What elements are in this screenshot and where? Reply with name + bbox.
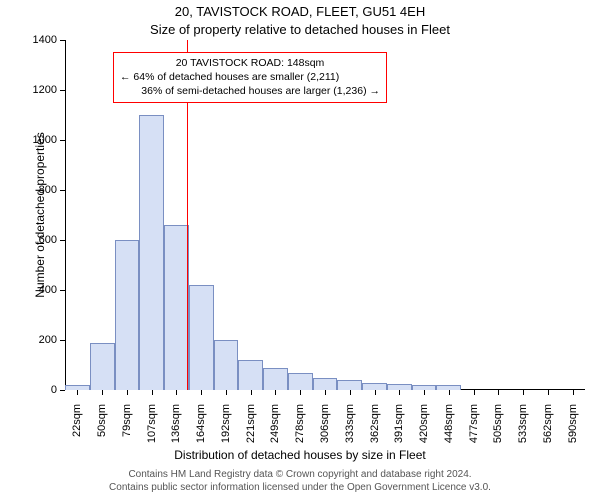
y-tick-mark (60, 40, 65, 41)
footer: Contains HM Land Registry data © Crown c… (0, 468, 600, 494)
x-tick-mark (399, 390, 400, 395)
x-tick-mark (102, 390, 103, 395)
histogram-bar (337, 380, 362, 390)
y-tick-mark (60, 140, 65, 141)
histogram-bar (362, 383, 387, 391)
plot-area: 20 TAVISTOCK ROAD: 148sqm← 64% of detach… (65, 40, 585, 390)
x-tick-mark (226, 390, 227, 395)
histogram-bar (115, 240, 140, 390)
y-tick-label: 0 (0, 384, 57, 396)
annotation-box: 20 TAVISTOCK ROAD: 148sqm← 64% of detach… (113, 52, 387, 103)
annotation-line: ← 64% of detached houses are smaller (2,… (120, 70, 380, 84)
x-tick-mark (300, 390, 301, 395)
annotation-line: 20 TAVISTOCK ROAD: 148sqm (120, 56, 380, 70)
x-tick-mark (201, 390, 202, 395)
footer-line-1: Contains HM Land Registry data © Crown c… (0, 468, 600, 481)
y-axis-line (65, 40, 66, 390)
x-tick-mark (523, 390, 524, 395)
histogram-bar (189, 285, 214, 390)
y-tick-label: 1000 (0, 134, 57, 146)
x-tick-mark (350, 390, 351, 395)
histogram-bar (313, 378, 338, 391)
chart-container: 20, TAVISTOCK ROAD, FLEET, GU51 4EH Size… (0, 0, 600, 500)
y-tick-label: 600 (0, 234, 57, 246)
annotation-line: 36% of semi-detached houses are larger (… (120, 84, 380, 98)
y-tick-mark (60, 390, 65, 391)
y-tick-label: 1400 (0, 34, 57, 46)
x-tick-mark (127, 390, 128, 395)
histogram-bar (164, 225, 189, 390)
x-tick-mark (251, 390, 252, 395)
histogram-bar (90, 343, 115, 391)
x-tick-mark (375, 390, 376, 395)
x-tick-mark (275, 390, 276, 395)
y-tick-mark (60, 290, 65, 291)
x-tick-mark (474, 390, 475, 395)
y-tick-mark (60, 240, 65, 241)
x-axis-label: Distribution of detached houses by size … (0, 448, 600, 462)
y-tick-mark (60, 190, 65, 191)
x-tick-mark (573, 390, 574, 395)
x-tick-mark (325, 390, 326, 395)
histogram-bar (263, 368, 288, 391)
y-tick-label: 200 (0, 334, 57, 346)
x-tick-mark (548, 390, 549, 395)
title-sub: Size of property relative to detached ho… (0, 22, 600, 37)
x-tick-mark (77, 390, 78, 395)
x-tick-mark (176, 390, 177, 395)
histogram-bar (238, 360, 263, 390)
y-tick-mark (60, 90, 65, 91)
x-tick-mark (424, 390, 425, 395)
x-tick-mark (449, 390, 450, 395)
y-tick-label: 400 (0, 284, 57, 296)
y-tick-mark (60, 340, 65, 341)
x-tick-mark (498, 390, 499, 395)
histogram-bar (288, 373, 313, 391)
histogram-bar (214, 340, 239, 390)
y-tick-label: 800 (0, 184, 57, 196)
histogram-bar (139, 115, 164, 390)
x-tick-mark (152, 390, 153, 395)
footer-line-2: Contains public sector information licen… (0, 481, 600, 494)
title-main: 20, TAVISTOCK ROAD, FLEET, GU51 4EH (0, 4, 600, 19)
y-tick-label: 1200 (0, 84, 57, 96)
